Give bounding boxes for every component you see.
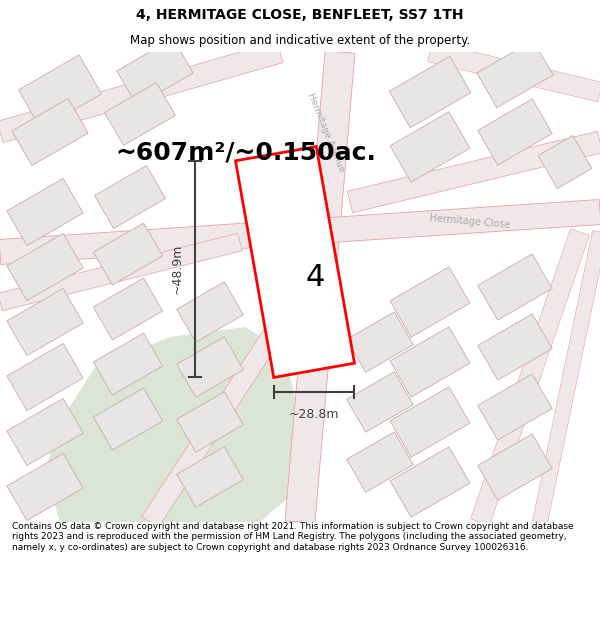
Polygon shape [0,199,600,264]
Polygon shape [347,131,600,212]
Text: 4, HERMITAGE CLOSE, BENFLEET, SS7 1TH: 4, HERMITAGE CLOSE, BENFLEET, SS7 1TH [136,8,464,21]
Text: Hermitage Avenue: Hermitage Avenue [306,91,346,173]
Polygon shape [19,55,101,129]
Polygon shape [0,233,242,311]
Polygon shape [347,432,413,492]
Polygon shape [390,112,470,182]
Polygon shape [236,146,355,378]
Text: 4: 4 [305,262,325,291]
Polygon shape [478,99,552,165]
Polygon shape [176,392,244,452]
Text: ~28.8m: ~28.8m [289,408,340,421]
Polygon shape [390,267,470,337]
Polygon shape [390,387,470,457]
Polygon shape [7,233,83,301]
Polygon shape [7,343,83,411]
Polygon shape [95,166,166,229]
Text: Hermitage Close: Hermitage Close [429,214,511,231]
Text: ~48.9m: ~48.9m [170,244,184,294]
Polygon shape [12,98,88,166]
Polygon shape [470,229,589,525]
Polygon shape [390,447,470,517]
Polygon shape [176,337,244,398]
Polygon shape [94,223,163,285]
Polygon shape [538,136,592,189]
Polygon shape [428,42,600,102]
Polygon shape [94,278,163,340]
Polygon shape [94,333,163,395]
Polygon shape [477,41,553,107]
Text: Map shows position and indicative extent of the property.: Map shows position and indicative extent… [130,34,470,47]
Polygon shape [347,372,413,432]
Polygon shape [7,288,83,356]
Polygon shape [7,178,83,246]
Polygon shape [390,327,470,397]
Polygon shape [478,254,552,320]
Polygon shape [478,374,552,440]
Text: Contains OS data © Crown copyright and database right 2021. This information is : Contains OS data © Crown copyright and d… [12,522,574,552]
Polygon shape [478,314,552,380]
Polygon shape [45,327,300,522]
Polygon shape [7,398,83,466]
Polygon shape [176,282,244,342]
Polygon shape [104,82,175,146]
Polygon shape [117,38,193,106]
Polygon shape [389,56,471,128]
Polygon shape [285,51,355,523]
Polygon shape [478,434,552,500]
Polygon shape [533,231,600,524]
Polygon shape [347,312,413,372]
Polygon shape [0,41,283,142]
Text: ~607m²/~0.150ac.: ~607m²/~0.150ac. [115,140,376,164]
Polygon shape [176,447,244,508]
Polygon shape [94,388,163,450]
Polygon shape [142,256,328,528]
Polygon shape [7,453,83,521]
